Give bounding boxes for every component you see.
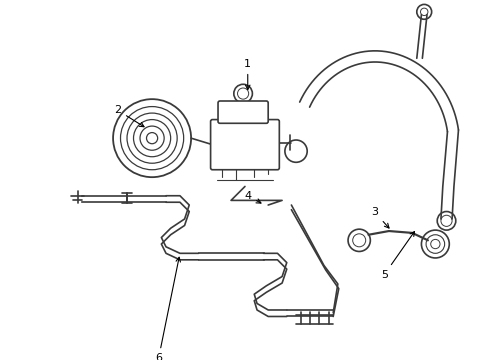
FancyBboxPatch shape — [210, 120, 279, 170]
Text: 4: 4 — [244, 191, 261, 203]
Text: 2: 2 — [114, 105, 144, 127]
Text: 1: 1 — [244, 59, 251, 90]
FancyBboxPatch shape — [218, 101, 267, 123]
Text: 6: 6 — [155, 257, 180, 360]
Text: 3: 3 — [371, 207, 388, 228]
Text: 5: 5 — [380, 231, 414, 280]
